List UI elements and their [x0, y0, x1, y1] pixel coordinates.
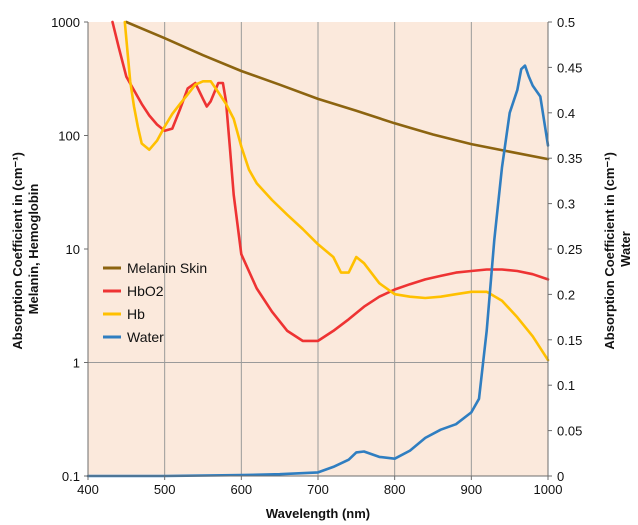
left-axis-title-line2: Melanin, Hemoglobin — [26, 184, 41, 315]
right-axis-title: Absorption Coefficient in (cm⁻¹) Water — [602, 148, 633, 349]
right-axis-title-line1: Absorption Coefficient in (cm⁻¹) — [602, 152, 617, 350]
right-tick-label: 0 — [557, 469, 564, 484]
right-tick-label: 0.2 — [557, 287, 575, 302]
legend-label-hbo2: HbO2 — [127, 283, 164, 299]
right-tick-label: 0.05 — [557, 424, 582, 439]
left-tick-label: 10 — [66, 242, 80, 257]
right-tick-label: 0.1 — [557, 378, 575, 393]
x-tick-label: 1000 — [534, 482, 563, 497]
right-tick-label: 0.15 — [557, 333, 582, 348]
x-tick-label: 900 — [460, 482, 482, 497]
series-lines — [86, 20, 550, 478]
right-tick-label: 0.25 — [557, 242, 582, 257]
right-tick-label: 0.35 — [557, 151, 582, 166]
left-tick-label: 1000 — [51, 15, 80, 30]
left-tick-label: 0.1 — [62, 469, 80, 484]
left-axis-title: Absorption Coefficient in (cm⁻¹) Melanin… — [10, 148, 41, 349]
legend-label-melanin-skin: Melanin Skin — [127, 260, 207, 276]
water-line — [86, 64, 550, 478]
hb-line — [123, 20, 550, 362]
legend: Melanin Skin HbO2 Hb Water — [103, 260, 207, 345]
legend-label-hb: Hb — [127, 306, 145, 322]
right-tick-label: 0.45 — [557, 60, 582, 75]
x-tick-label: 800 — [384, 482, 406, 497]
axes: 400 500 600 700 800 900 10000.1110100100000.05… — [51, 15, 582, 497]
melanin-skin-line — [125, 20, 550, 161]
right-axis-title-line2: Water — [618, 231, 633, 267]
legend-label-water: Water — [127, 329, 164, 345]
right-tick-label: 0.4 — [557, 106, 575, 121]
x-tick-label: 600 — [230, 482, 252, 497]
left-tick-label: 100 — [58, 129, 80, 144]
left-tick-label: 1 — [73, 356, 80, 371]
x-tick-label: 500 — [154, 482, 176, 497]
x-tick-label: 400 — [77, 482, 99, 497]
x-tick-label: 700 — [307, 482, 329, 497]
left-axis-title-line1: Absorption Coefficient in (cm⁻¹) — [10, 152, 25, 350]
right-tick-label: 0.5 — [557, 15, 575, 30]
right-tick-label: 0.3 — [557, 197, 575, 212]
x-axis-title: Wavelength (nm) — [266, 506, 370, 521]
